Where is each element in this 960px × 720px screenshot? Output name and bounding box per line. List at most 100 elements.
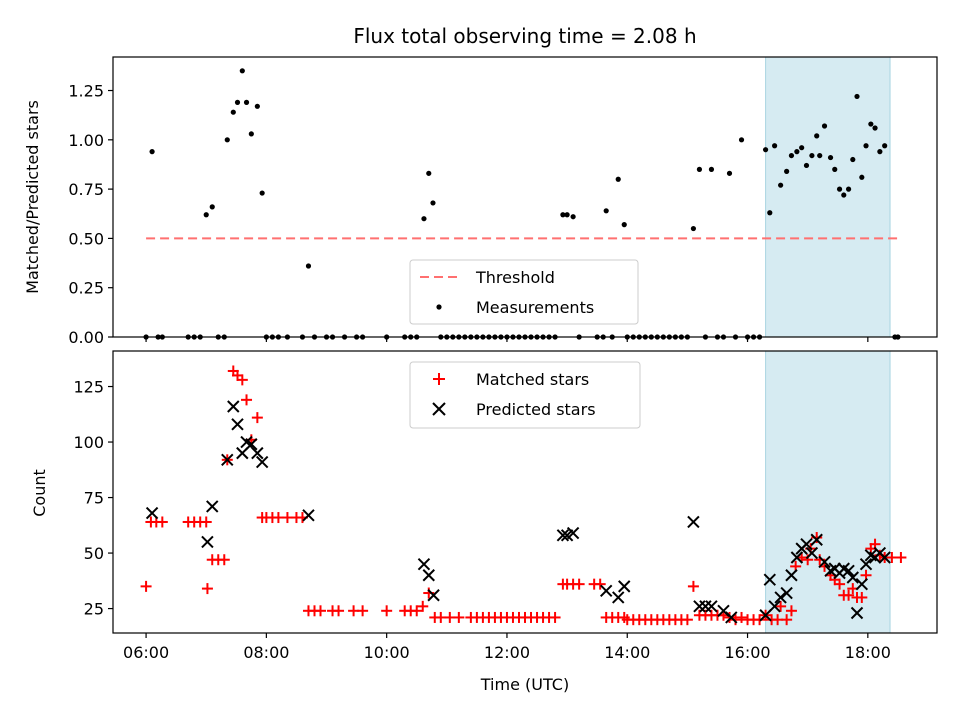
legend-matched-label: Matched stars [476,370,589,389]
measurement-point [426,170,432,176]
predicted-star-marker [201,535,214,549]
predicted-star-marker [417,557,431,571]
predicted-star-marker [768,600,781,613]
measurement-point [690,225,697,232]
matched-star-marker [200,516,212,528]
predicted-star-marker [846,571,860,584]
matched-star-marker [856,591,868,603]
count-panel: 25 50 75 100 125 06:00 08:00 10:00 12:00 14:00 16… [30,350,938,694]
bottom-y-axis-label: Count [30,469,49,517]
predicted-star-marker [818,555,831,569]
matched-star-marker [315,605,327,617]
top-legend-box [409,259,639,325]
bottom-y-tick-label: 125 [73,378,104,397]
measurement-point [841,192,847,198]
bottom-y-tick-label: 50 [84,544,104,563]
top-y-tick-label: 0.00 [68,328,104,347]
measurement-point [767,210,773,216]
matched-star-marker [775,600,787,612]
matched-star-marker [218,554,230,566]
matched-star-marker [381,605,393,617]
measurement-point [560,212,566,218]
matched-star-marker [843,589,855,601]
measurement-point [421,216,427,222]
predicted-star-marker [780,586,793,600]
predicted-star-marker [255,455,269,469]
predicted-star-marker [859,557,873,571]
measurement-point [772,143,778,149]
matched-star-marker [236,374,248,386]
measurement-point [696,166,703,172]
top-y-tick-label: 1.25 [68,82,104,101]
measurement-point [708,166,715,172]
predicted-star-marker [227,400,240,413]
predicted-star-marker [810,533,823,546]
matched-star-marker [549,611,561,623]
matched-star-marker [453,611,465,623]
predicted-star-marker [855,577,869,591]
matched-star-marker [156,516,168,528]
predicted-star-marker [612,591,625,604]
measurement-point [845,186,852,192]
matched-star-marker [594,578,606,590]
predicted-star-marker [763,573,777,586]
predicted-star-marker [556,529,570,542]
matched-star-marker [201,583,213,595]
measurement-point [762,147,769,153]
top-y-tick-label: 0.75 [68,180,104,199]
matched-star-marker [785,605,797,617]
matched-star-marker [417,600,429,612]
measurement-point [248,131,254,137]
measurement-point [817,152,823,159]
measurement-point [243,99,250,105]
measurement-point [809,152,815,159]
x-axis-label: Time (UTC) [480,675,569,694]
top-y-tick-label: 1.00 [68,131,104,150]
measurement-point [203,212,209,218]
measurement-point [738,137,745,143]
top-legend: Threshold Measurements [409,259,639,325]
predicted-stars-points [145,400,891,624]
measurement-point [836,186,843,192]
legend-predicted-swatch [432,402,446,416]
measurement-point [621,222,627,228]
predicted-star-marker [599,584,613,598]
measurement-point [209,204,215,210]
measurement-point [615,176,621,182]
x-tick-label: 16:00 [724,643,770,662]
predicted-star-marker [302,509,315,522]
predicted-star-marker [842,564,855,578]
measurement-point [827,154,834,161]
matched-star-marker [730,614,742,626]
matched-star-marker [723,611,735,623]
figure-title: Flux total observing time = 2.08 h [353,24,696,48]
matched-star-marker [140,580,152,592]
predicted-star-marker [850,606,864,620]
top-y-tick-label: 0.25 [68,279,104,298]
legend-matched-swatch [433,373,445,385]
predicted-star-marker [145,506,159,520]
measurement-point [778,182,784,188]
predicted-star-marker [206,500,219,513]
predicted-star-marker [687,515,700,529]
matched-star-marker [333,605,345,617]
measurement-point [564,212,570,218]
measurement-point [784,168,790,174]
x-tick-label: 12:00 [484,643,530,662]
measurement-point [239,68,245,74]
x-tick-label: 14:00 [604,643,650,662]
x-tick-label: 10:00 [364,643,410,662]
predicted-star-marker [725,611,738,624]
matched-star-marker [736,611,748,623]
top-y-tick-label: 0.50 [68,229,104,248]
top-y-axis-label: Matched/Predicted stars [23,100,42,294]
measurement-point [234,99,241,105]
measurement-point [799,145,805,151]
measurement-point [850,156,856,163]
predicted-star-marker [422,569,435,582]
predicted-star-marker [878,551,891,564]
measurement-point [603,208,609,214]
predicted-star-marker [566,526,580,540]
legend-predicted-label: Predicted stars [476,400,596,419]
